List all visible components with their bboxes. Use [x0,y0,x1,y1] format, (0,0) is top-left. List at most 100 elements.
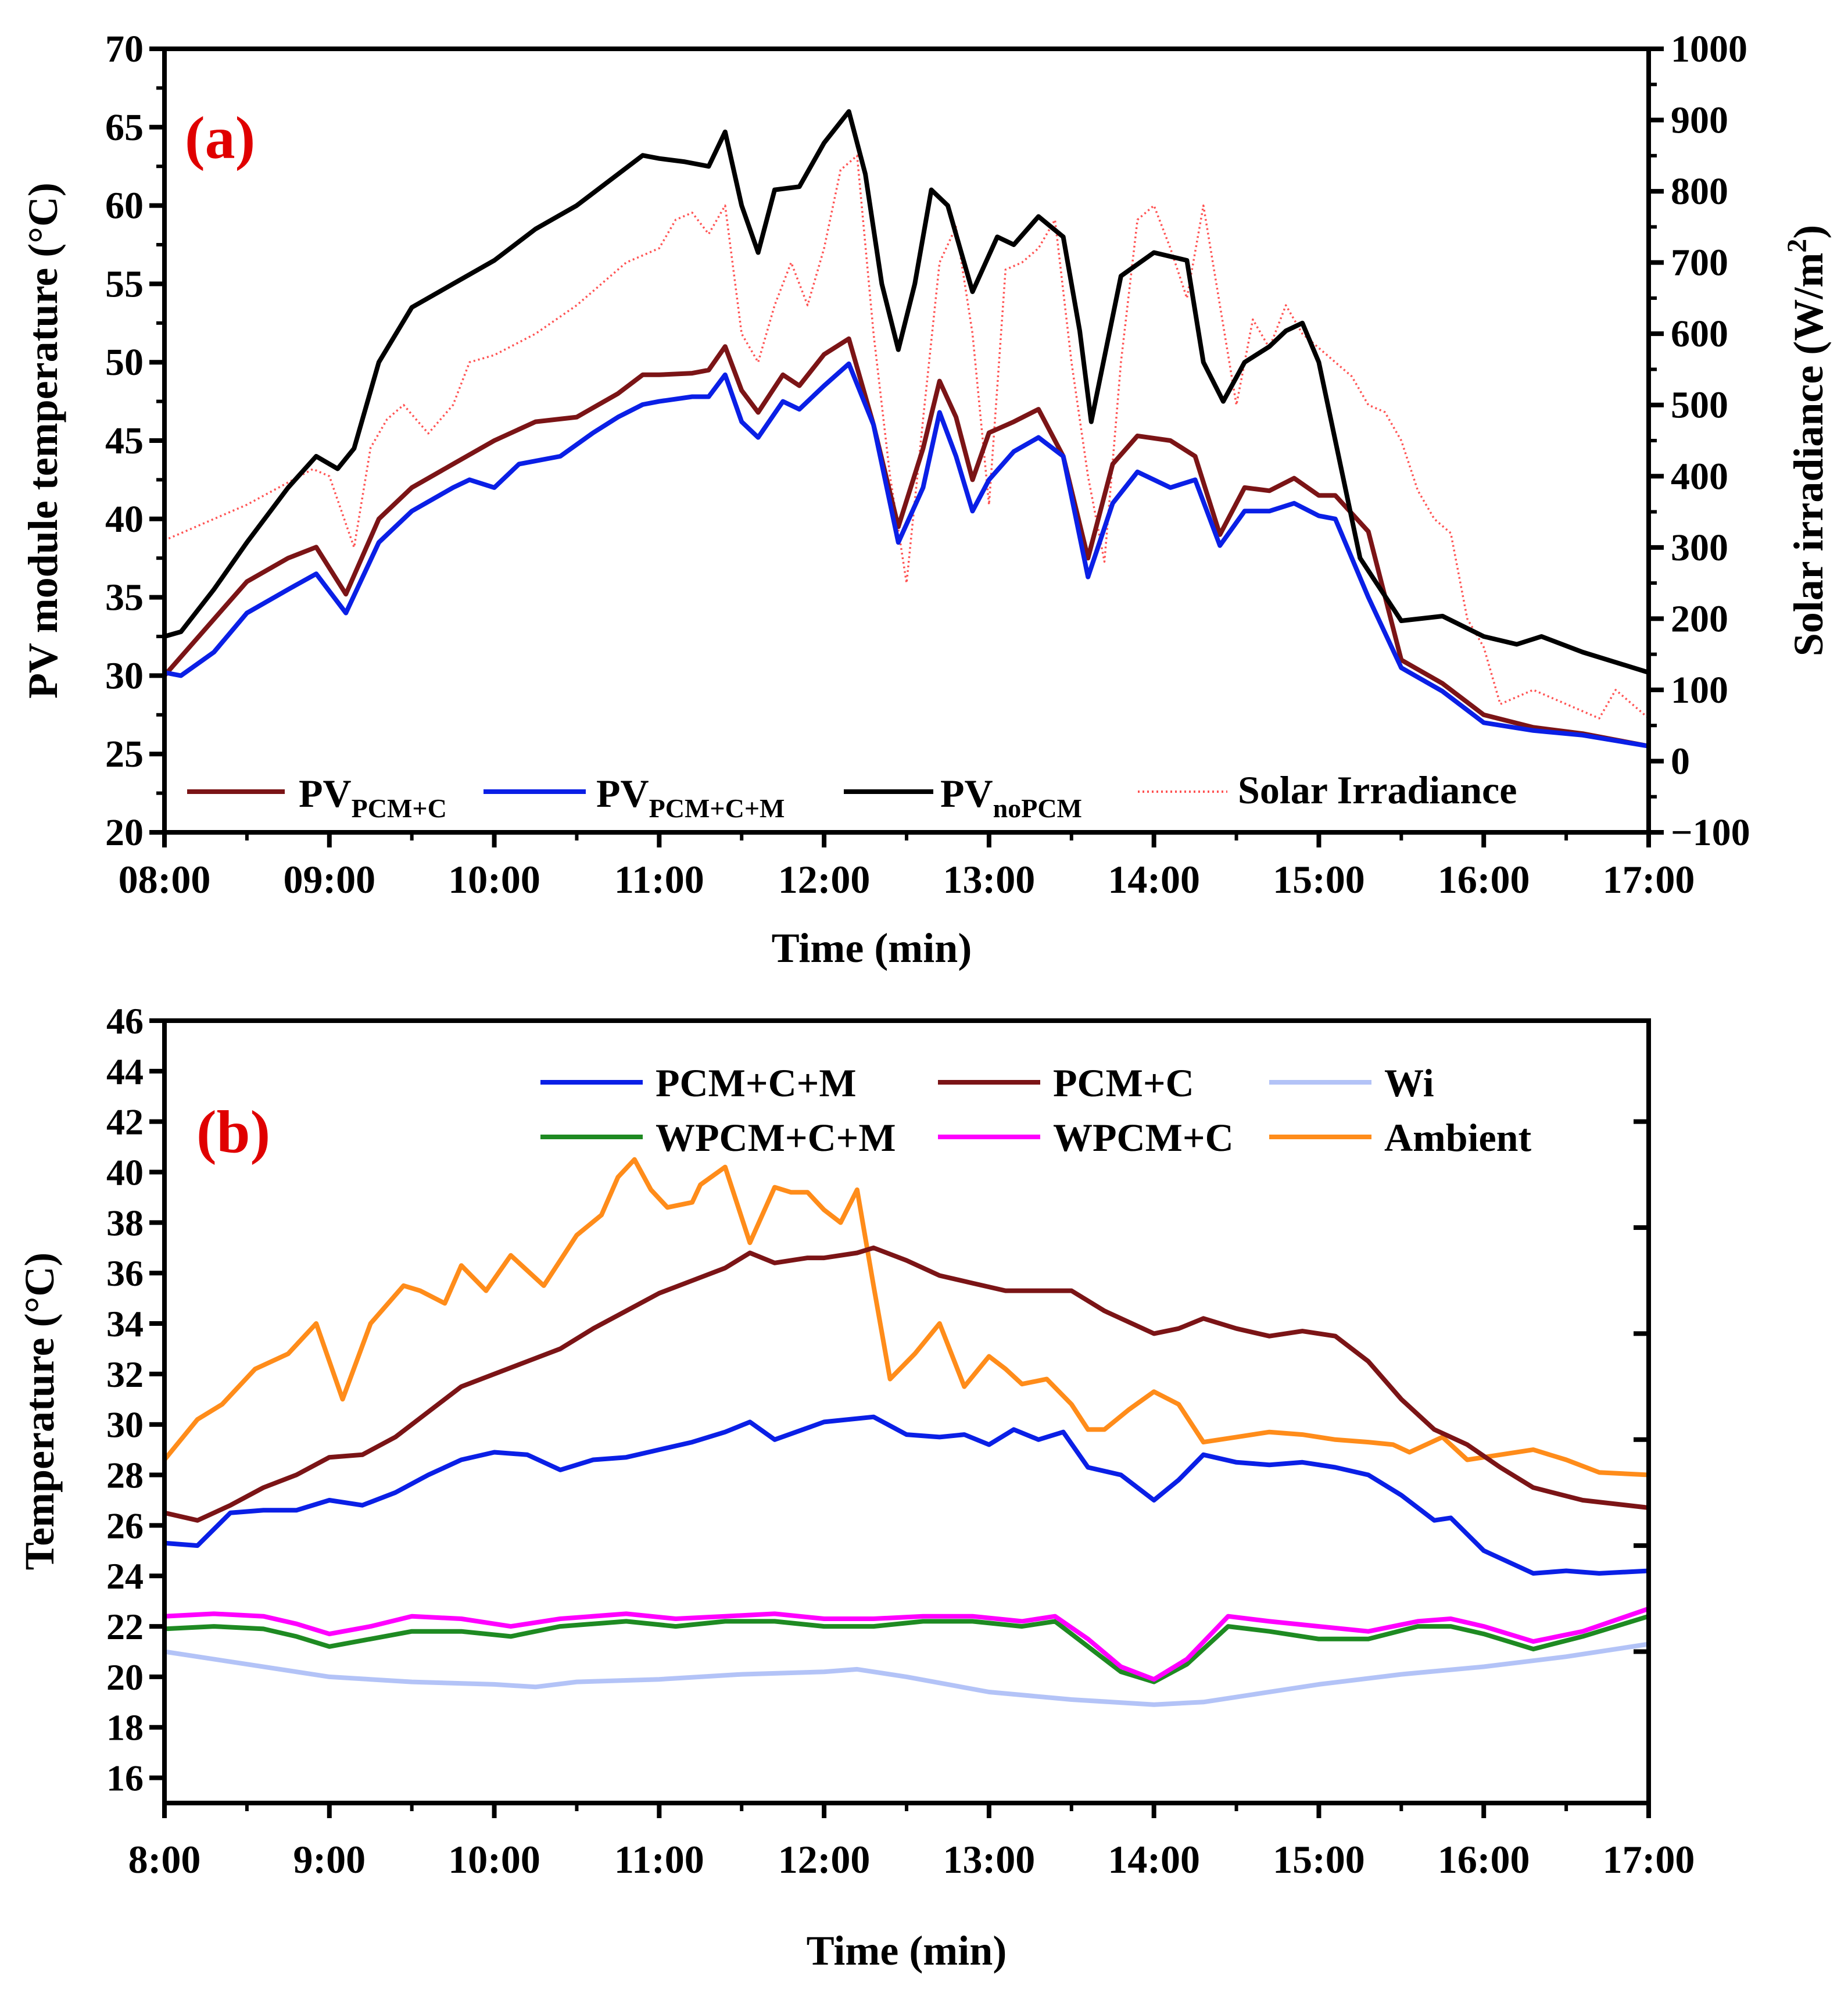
y-tick-label: 32 [106,1354,144,1395]
panel-b-legend: PCM+C+M PCM+C Wi WPCM+C+M WPCM+C Ambient [540,1061,1531,1160]
y2-label-end: ) [1785,225,1832,239]
x-tick-label: 15:00 [1273,857,1365,902]
panel-a-y2-axis-label: Solar irradiance (W/m2) [1782,225,1832,657]
legend-item-wi: Wi [1269,1061,1434,1105]
y-tick-label: 25 [105,733,144,775]
y2-tick-label: 500 [1671,384,1728,427]
legend-label-pv-pcm-c-m-main: PV [596,771,649,815]
y-tick-label: 24 [106,1555,144,1597]
y-tick-label: 18 [106,1707,144,1748]
x-tick-label: 16:00 [1438,1837,1530,1881]
y2-tick-label: 800 [1671,170,1728,213]
y2-tick-label: 900 [1671,99,1728,142]
panel-b-y-axis-label: Temperature (°C) [16,1253,63,1571]
x-tick-label: 09:00 [283,857,375,902]
legend-label-wi: Wi [1384,1061,1434,1105]
y-tick-label: 22 [106,1606,144,1647]
y2-tick-label: 600 [1671,313,1728,355]
legend-label-pcm-c: PCM+C [1053,1061,1194,1105]
panel-a-label: (a) [185,105,255,171]
y-tick-label: 38 [106,1202,144,1243]
legend-label-pv-nopcm-sub: noPCM [993,793,1082,823]
y-tick-label: 45 [105,420,144,462]
y2-tick-label: 100 [1671,669,1728,711]
legend-label-wpcm-c-m: WPCM+C+M [656,1115,896,1160]
series-line-wpcm-c [164,1606,1650,1682]
panel-a-plot-frame [162,46,1651,835]
legend-label-pv-pcm-c-m-sub: PCM+C+M [649,793,785,823]
y2-tick-label: 400 [1671,455,1728,498]
y-tick-label: 35 [105,577,144,619]
panel-b-right-ticks [1634,1119,1649,1654]
y-tick-label: 65 [105,106,144,149]
series-line-pcm-c-m [164,1414,1649,1576]
y-tick-label: 40 [105,498,144,541]
x-tick-label: 15:00 [1273,1837,1365,1881]
y2-tick-label: −100 [1671,811,1750,854]
y2-tick-label: 700 [1671,242,1728,284]
y-tick-label: 30 [105,654,144,697]
y-tick-label: 55 [105,263,144,305]
series-line-ambient [162,1157,1649,1478]
legend-label-pv-pcm-c-main: PV [299,771,352,815]
y-tick-label: 70 [105,28,144,70]
legend-item-pcm-c: PCM+C [938,1061,1194,1105]
series-line-pcm-c [164,1245,1649,1523]
legend-label-pv-nopcm-main: PV [940,771,993,815]
panel-a-series [162,109,1650,749]
legend-item-solar-irradiance: Solar Irradiance [1138,768,1517,812]
y-tick-label: 34 [106,1303,144,1344]
legend-label-pv-pcm-c: PVPCM+C [299,771,447,823]
y-tick-label: 60 [105,185,144,227]
series-line-wpcm-c-m [164,1614,1650,1684]
x-tick-label: 16:00 [1438,857,1530,902]
y-tick-label: 30 [106,1404,144,1446]
x-tick-label: 8:00 [128,1837,201,1881]
legend-label-pcm-c-m: PCM+C+M [656,1061,857,1105]
panel-b-y-ticks: 16 18 20 22 24 26 28 30 32 34 36 38 40 42 44 46 [106,1000,164,1799]
panel-b-series [162,1157,1650,1707]
legend-item-wpcm-c: WPCM+C [938,1115,1234,1160]
y2-tick-label: 0 [1671,740,1690,782]
panel-a-y-axis-label: PV module temperature (°C) [20,183,66,699]
y-tick-label: 20 [105,811,144,854]
y-tick-label: 46 [106,1000,144,1042]
series-line-pv-nopcm [163,109,1650,675]
legend-item-pv-nopcm: PVnoPCM [844,771,1082,823]
legend-item-ambient: Ambient [1269,1115,1531,1160]
panel-b-chart: 8:00 9:00 10:00 11:00 12:00 13:00 14:00 15:00 16… [16,1000,1695,1974]
y-tick-label: 50 [105,341,144,384]
series-line-wi [164,1641,1649,1707]
panel-b-label: (b) [196,1099,270,1165]
x-tick-label: 08:00 [119,857,211,902]
legend-item-pv-pcm-c: PVPCM+C [187,771,447,823]
legend-label-pv-nopcm: PVnoPCM [940,771,1082,823]
x-tick-label: 13:00 [943,857,1036,902]
panel-a-x-ticks: 08:00 09:00 10:00 11:00 12:00 13:00 14:00 15:00… [119,832,1695,902]
x-tick-label: 9:00 [293,1837,366,1881]
legend-label-pv-pcm-c-sub: PCM+C [352,793,447,823]
legend-label-ambient: Ambient [1384,1115,1531,1160]
x-tick-label: 10:00 [448,1837,540,1881]
series-line-solar-irradiance [164,155,1650,720]
y-tick-label: 44 [106,1051,144,1092]
y-tick-label: 20 [106,1657,144,1698]
y2-tick-label: 1000 [1671,28,1747,70]
panel-a-y-ticks: 20 25 30 35 40 45 50 55 60 65 70 [105,28,164,854]
y2-label-main: Solar irradiance (W/m [1785,253,1832,657]
panel-a-chart: 08:00 09:00 10:00 11:00 12:00 13:00 14:00 15:00… [20,28,1832,971]
panel-a-y2-ticks: −100 0 100 200 300 400 500 600 700 800 900 1000 [1649,28,1750,854]
y2-tick-label: 200 [1671,598,1728,640]
y2-tick-label: 300 [1671,527,1728,569]
panel-a-legend: PVPCM+C PVPCM+C+M PVnoPCM Solar Irradian… [187,768,1517,823]
x-tick-label: 17:00 [1603,857,1695,902]
legend-item-wpcm-c-m: WPCM+C+M [540,1115,896,1160]
legend-item-pv-pcm-c-m: PVPCM+C+M [484,771,785,823]
x-tick-label: 12:00 [778,1837,871,1881]
series-line-pv-pcm-c [162,336,1649,749]
legend-label-pv-pcm-c-m: PVPCM+C+M [596,771,785,823]
y-tick-label: 26 [106,1505,144,1546]
y-tick-label: 36 [106,1253,144,1294]
panel-b-x-axis-label: Time (min) [807,1927,1007,1974]
